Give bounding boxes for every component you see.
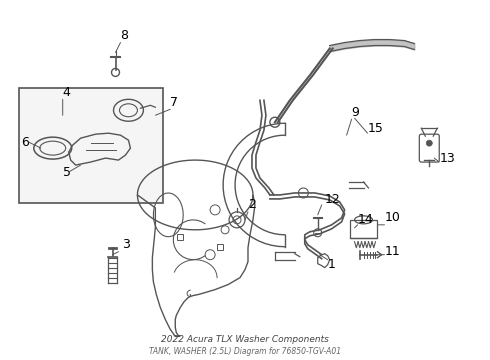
Bar — [177, 234, 183, 240]
Text: 12: 12 — [325, 193, 341, 206]
Bar — [217, 244, 223, 250]
Text: TANK, WASHER (2.5L) Diagram for 76850-TGV-A01: TANK, WASHER (2.5L) Diagram for 76850-TG… — [149, 347, 341, 356]
Bar — [349, 220, 377, 238]
Text: 8: 8 — [121, 29, 128, 42]
Text: 9: 9 — [352, 106, 360, 119]
Text: 10: 10 — [385, 211, 400, 224]
Bar — [19, 88, 163, 203]
Text: 7: 7 — [171, 96, 178, 109]
Text: 5: 5 — [63, 166, 71, 179]
Circle shape — [426, 140, 432, 146]
Text: 15: 15 — [368, 122, 383, 135]
Text: 1: 1 — [328, 258, 336, 271]
Text: 6: 6 — [21, 136, 29, 149]
Text: 4: 4 — [63, 86, 71, 99]
Text: 11: 11 — [385, 245, 400, 258]
Text: 2: 2 — [248, 198, 256, 211]
Text: 3: 3 — [122, 238, 130, 251]
Text: 14: 14 — [358, 213, 373, 226]
Text: 13: 13 — [439, 152, 455, 165]
Text: 2022 Acura TLX Washer Components: 2022 Acura TLX Washer Components — [161, 335, 329, 344]
